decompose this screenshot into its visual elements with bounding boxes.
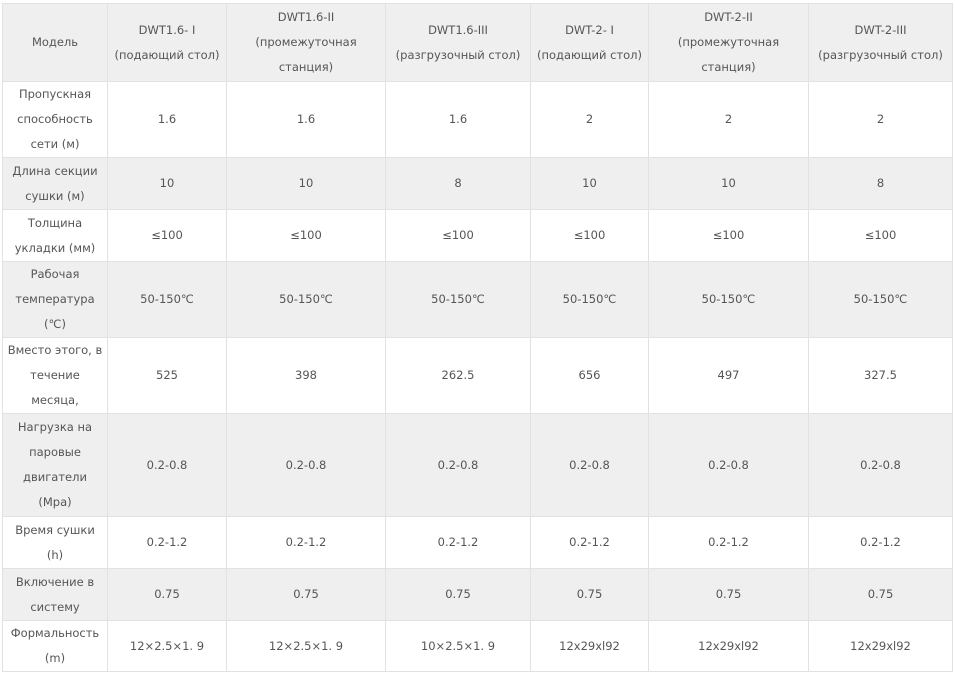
table-cell: 0.2-1.2 [530,516,649,569]
column-header: DWT1.6- I (подающий стол) [107,3,227,82]
table-row: Вместо этого, в течение месяца, 525 398 262… [2,337,953,414]
row-label: Время сушки (h) [2,516,108,569]
table-cell: 0.2-0.8 [530,413,649,517]
row-label: Формальность (m) [2,620,108,672]
table-cell: 398 [226,337,386,414]
table-cell: 2 [648,81,809,158]
table-cell: 10 [226,157,386,210]
table-cell: 0.2-1.2 [107,516,227,569]
table-cell: 0.75 [385,568,531,621]
table-cell: ≤100 [648,209,809,262]
table-cell: 2 [530,81,649,158]
row-label: Пропускная способность сети (м) [2,81,108,158]
column-header: DWT1.6-II (промежуточная станция) [226,3,386,82]
column-header: DWT-2- I (подающий стол) [530,3,649,82]
table-cell: 12x29xl92 [530,620,649,672]
column-header: DWT-2-II (промежуточная станция) [648,3,809,82]
row-label: Рабочая температура (℃) [2,261,108,338]
table-cell: 8 [808,157,953,210]
table-cell: 50-150℃ [385,261,531,338]
table-cell: 10 [107,157,227,210]
table-cell: 497 [648,337,809,414]
table-cell: 0.2-0.8 [808,413,953,517]
table-row: Формальность (m) 12×2.5×1. 9 12×2.5×1. 9 10… [2,620,953,672]
table-row: Нагрузка на паровые двигатели (Mpa) 0.2-0… [2,413,953,517]
column-header: DWT-2-III (разгрузочный стол) [808,3,953,82]
table-cell: 0.2-1.2 [648,516,809,569]
table-cell: 0.2-0.8 [226,413,386,517]
table-cell: 0.75 [648,568,809,621]
table-cell: 12×2.5×1. 9 [107,620,227,672]
table-row: Время сушки (h) 0.2-1.2 0.2-1.2 0.2-1.2 0.2-… [2,516,953,569]
table-cell: ≤100 [226,209,386,262]
row-label: Длина секции сушки (м) [2,157,108,210]
table-row: Пропускная способность сети (м) 1.6 1.6 1.6… [2,81,953,158]
row-label: Нагрузка на паровые двигатели (Mpa) [2,413,108,517]
table-cell: 50-150℃ [648,261,809,338]
model-header: Модель [2,3,108,82]
table-cell: 50-150℃ [107,261,227,338]
row-label: Толщина укладки (мм) [2,209,108,262]
table-cell: 0.75 [107,568,227,621]
table-cell: 0.2-0.8 [107,413,227,517]
row-label: Вместо этого, в течение месяца, [2,337,108,414]
table-cell: ≤100 [808,209,953,262]
table-cell: 1.6 [107,81,227,158]
table-row: Рабочая температура (℃) 50-150℃ 50-150℃ 50-… [2,261,953,338]
table-cell: 10 [530,157,649,210]
table-cell: 0.75 [808,568,953,621]
table-cell: 50-150℃ [808,261,953,338]
table-cell: 12x29xl92 [648,620,809,672]
table-cell: 656 [530,337,649,414]
table-cell: 10 [648,157,809,210]
table-cell: 0.75 [226,568,386,621]
table-cell: 0.2-1.2 [808,516,953,569]
table-row: Толщина укладки (мм) ≤100 ≤100 ≤100 ≤100 ≤100… [2,209,953,262]
table-cell: 8 [385,157,531,210]
table-cell: 0.2-0.8 [385,413,531,517]
table-cell: 12×2.5×1. 9 [226,620,386,672]
table-cell: 1.6 [226,81,386,158]
table-cell: 50-150℃ [226,261,386,338]
table-row: Длина секции сушки (м) 10 10 8 10 10 8 [2,157,953,210]
table-cell: 262.5 [385,337,531,414]
row-label: Включение в систему [2,568,108,621]
table-cell: ≤100 [385,209,531,262]
column-header: DWT1.6-III (разгрузочный стол) [385,3,531,82]
spec-table: Модель DWT1.6- I (подающий стол) DWT1.6-II… [2,3,953,672]
table-cell: 1.6 [385,81,531,158]
table-cell: ≤100 [530,209,649,262]
table-cell: 0.2-1.2 [385,516,531,569]
table-cell: 10×2.5×1. 9 [385,620,531,672]
table-row: Включение в систему 0.75 0.75 0.75 0.75 0.75 0… [2,568,953,621]
table-cell: 0.2-0.8 [648,413,809,517]
table-cell: 50-150℃ [530,261,649,338]
table-cell: 525 [107,337,227,414]
table-cell: 0.75 [530,568,649,621]
table-cell: ≤100 [107,209,227,262]
table-cell: 2 [808,81,953,158]
header-row: Модель DWT1.6- I (подающий стол) DWT1.6-II… [2,3,953,82]
table-cell: 327.5 [808,337,953,414]
table-cell: 0.2-1.2 [226,516,386,569]
table-cell: 12x29xl92 [808,620,953,672]
